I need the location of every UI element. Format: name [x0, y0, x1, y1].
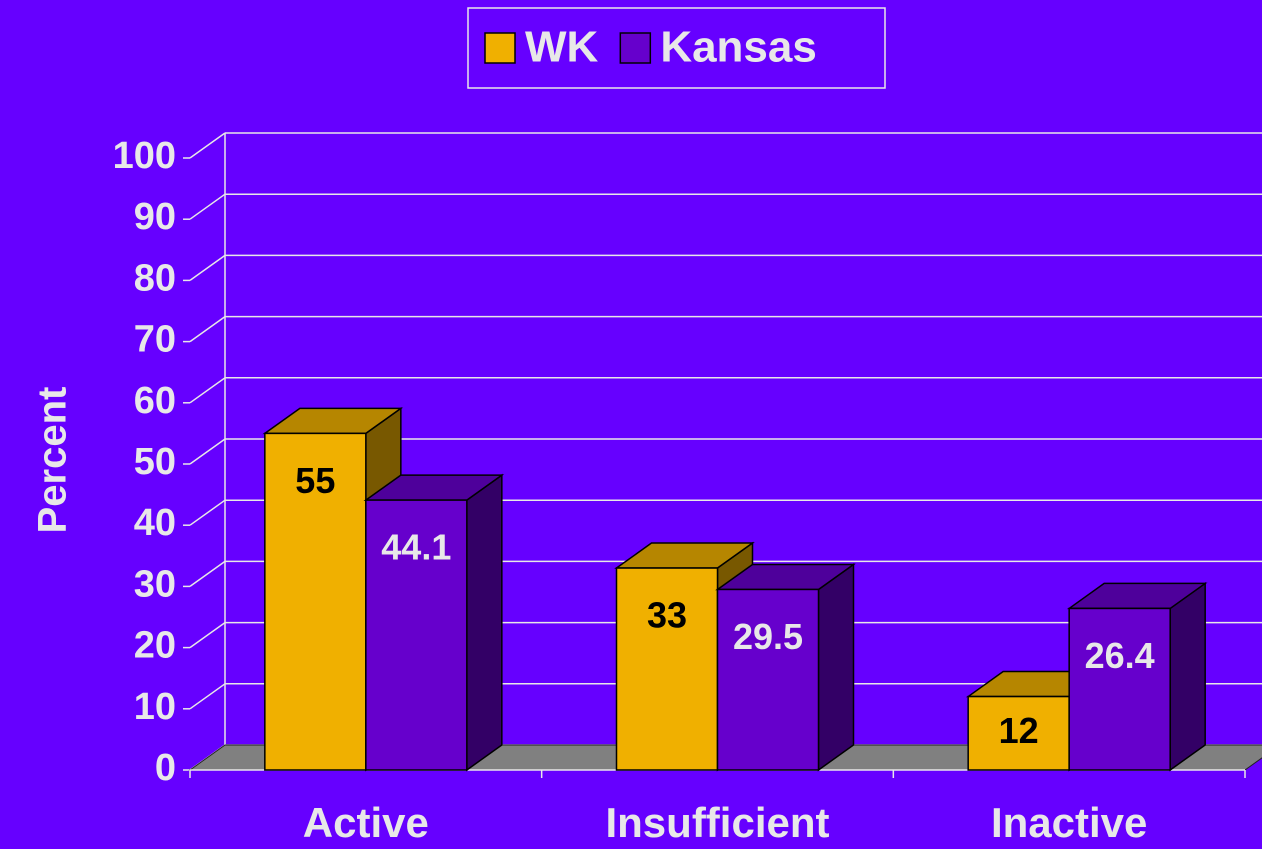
bar [264, 432, 367, 771]
legend-label: WK [525, 23, 599, 72]
grid-line-side [189, 254, 226, 282]
y-tick-label: 100 [113, 135, 176, 177]
bar-side [1169, 581, 1206, 772]
legend-swatch [484, 32, 516, 64]
data-label: 29.5 [733, 616, 803, 657]
y-tick-label: 80 [134, 257, 176, 299]
data-label: 55 [295, 460, 335, 501]
bar [716, 588, 820, 771]
data-label: 26.4 [1085, 635, 1155, 676]
grid-line-side [189, 560, 226, 588]
data-label: 33 [647, 595, 687, 636]
x-tick-label: Insufficient [605, 799, 829, 846]
grid-line-side [189, 621, 226, 649]
grid-line-side [189, 315, 226, 343]
legend-label: Kansas [660, 23, 817, 72]
legend-swatch [619, 32, 652, 64]
y-tick-label: 20 [134, 625, 176, 667]
y-tick-label: 30 [134, 563, 176, 605]
y-tick-label: 10 [134, 686, 176, 728]
x-tick-label: Inactive [991, 799, 1147, 846]
data-label: 12 [999, 710, 1039, 751]
y-tick-label: 40 [134, 502, 176, 544]
data-label: 44.1 [381, 527, 451, 568]
y-tick-label: 0 [155, 747, 176, 789]
bar [967, 695, 1070, 771]
grid-line-side [189, 132, 226, 159]
grid-line-side [189, 377, 226, 404]
y-tick-label: 60 [134, 380, 176, 422]
grid-line-side [189, 438, 226, 465]
y-axis-label: Percent [31, 387, 75, 534]
bar [365, 499, 468, 771]
y-tick-label: 70 [134, 319, 176, 361]
grid-line-side [189, 499, 226, 526]
y-tick-label: 90 [134, 196, 176, 238]
y-tick-label: 50 [134, 441, 176, 483]
bar [1068, 607, 1171, 771]
bar [615, 567, 719, 771]
bar-side [817, 563, 855, 772]
grid-line-side [189, 193, 226, 220]
legend-box [467, 7, 886, 89]
x-tick-label: Active [303, 799, 429, 846]
grid-line-side [189, 683, 226, 710]
bar-side [466, 473, 503, 772]
